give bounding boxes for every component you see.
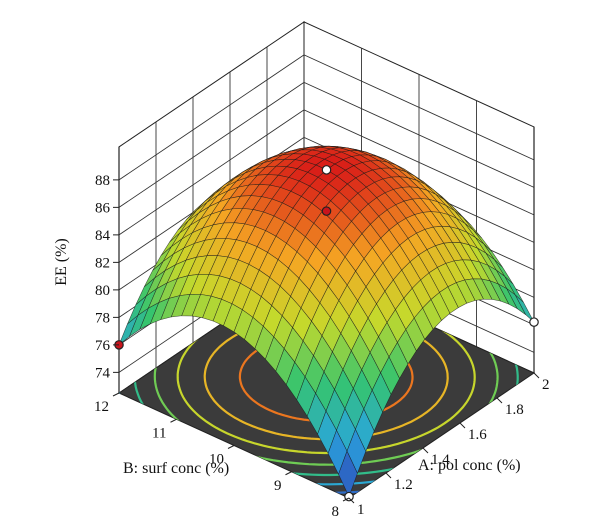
design-point	[321, 206, 332, 216]
z-tick-label: 74	[95, 365, 111, 381]
y-tick	[342, 497, 350, 502]
x-tick-label: 1.8	[505, 402, 524, 418]
x-tick	[422, 447, 429, 454]
z-tick-label: 84	[95, 228, 111, 244]
design-point	[529, 317, 539, 327]
y-tick-label: 10	[209, 452, 224, 468]
x-tick	[459, 422, 466, 429]
x-tick-label: 1.6	[468, 427, 487, 443]
wall-grid-line	[118, 136, 535, 263]
x-tick-label: 1	[357, 502, 365, 518]
wall-grid-line	[118, 54, 535, 181]
x-tick-label: 1.4	[431, 452, 450, 468]
x-axis-label: A: pol conc (%)	[418, 457, 521, 474]
x-tick	[533, 372, 540, 379]
y-axis-label: B: surf conc (%)	[123, 460, 229, 477]
wall-grid-line	[118, 81, 535, 208]
y-tick-label: 8	[332, 504, 340, 520]
design-points	[114, 165, 539, 502]
design-point	[321, 165, 332, 175]
x-tick-label: 2	[542, 377, 550, 393]
y-tick	[170, 418, 177, 423]
z-tick-label: 88	[95, 173, 110, 189]
y-tick	[112, 392, 120, 397]
surface-patch	[338, 450, 358, 498]
y-tick	[285, 471, 292, 476]
z-tick-label: 78	[95, 310, 110, 326]
response-surface	[118, 145, 535, 498]
z-tick-label: 76	[95, 338, 111, 354]
y-tick-label: 12	[94, 399, 109, 415]
wall-grid-line	[118, 109, 535, 236]
y-tick-label: 11	[152, 425, 166, 441]
z-tick-label: 80	[95, 283, 110, 299]
x-tick-label: 1.2	[394, 477, 413, 493]
y-tick	[227, 445, 235, 449]
axis-ticks: 74 76 78 80 82 84 86 88 1 1.2 1.4 1.6 1.8 2 8 9 10 11 12	[94, 173, 550, 520]
x-tick	[496, 397, 503, 404]
z-tick-label: 82	[95, 255, 110, 271]
x-tick	[385, 472, 392, 479]
x-tick	[348, 497, 355, 504]
z-tick-label: 86	[95, 200, 111, 216]
y-tick-label: 9	[274, 478, 282, 494]
z-axis-label: EE (%)	[53, 238, 70, 286]
